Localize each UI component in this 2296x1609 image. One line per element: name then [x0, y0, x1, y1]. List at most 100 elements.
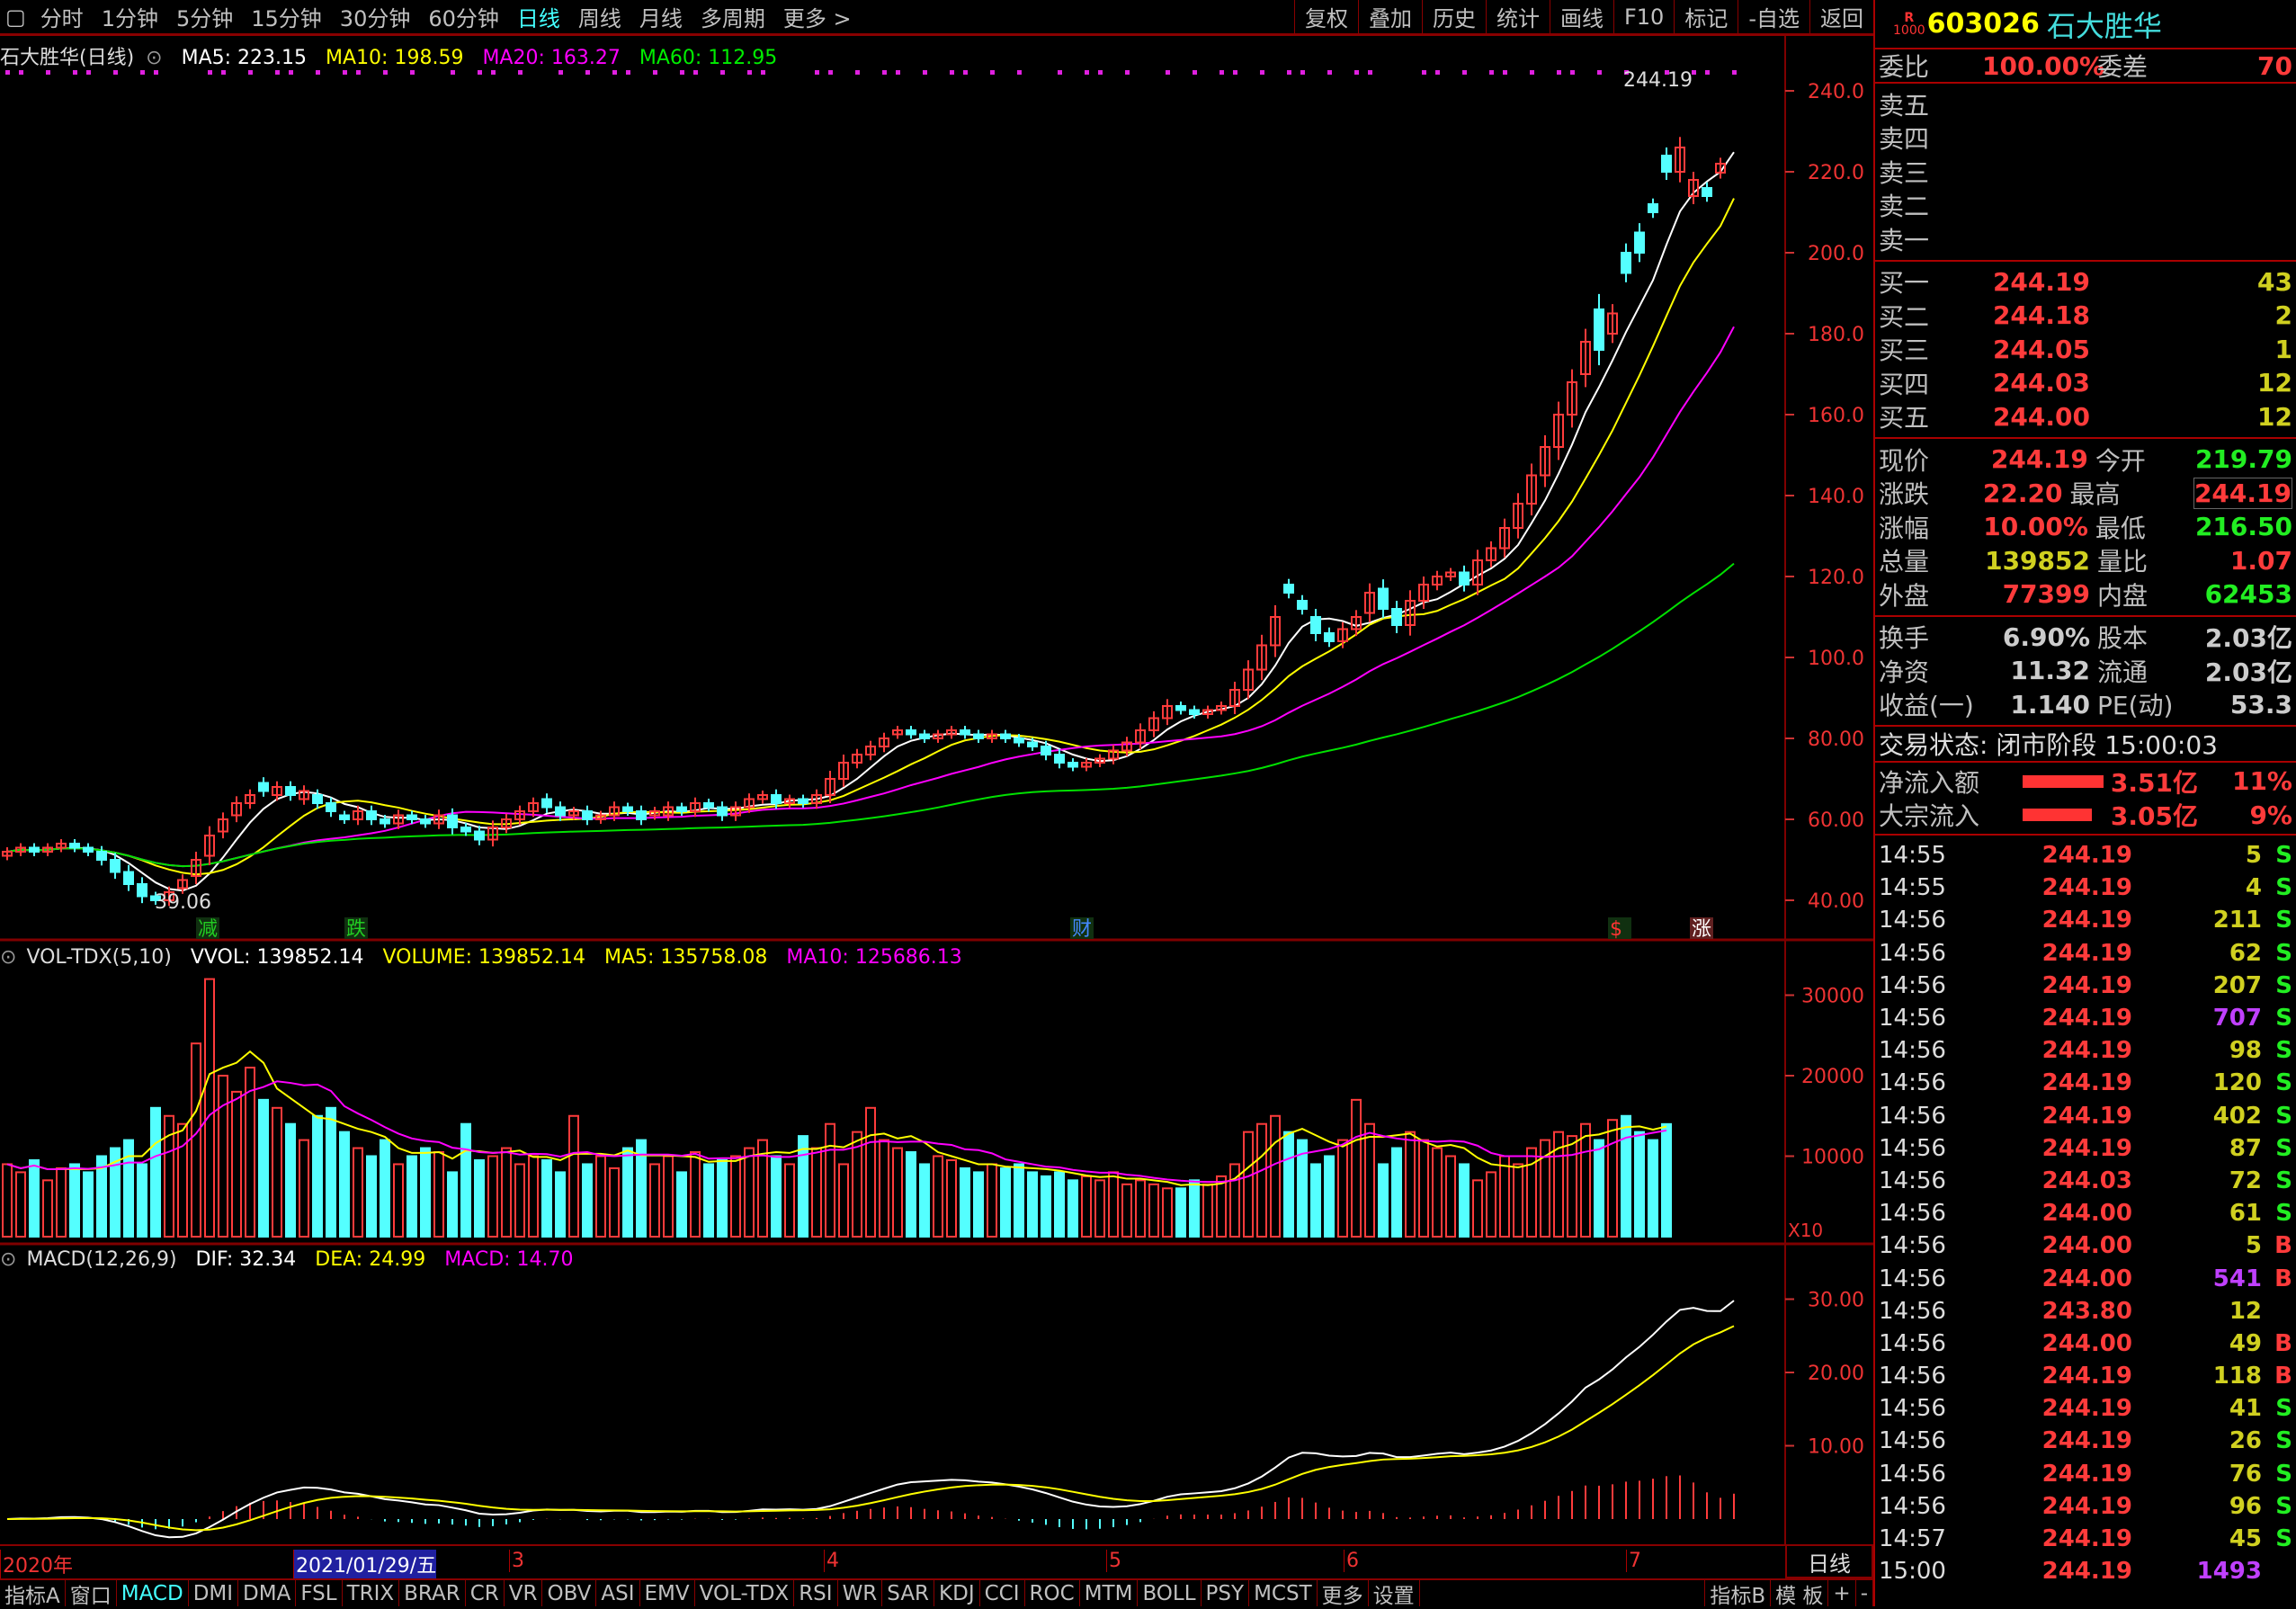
- period-tab[interactable]: 15分钟: [251, 6, 322, 31]
- volume-bar: [1135, 1179, 1146, 1238]
- candle: [541, 798, 552, 809]
- volume-bar: [299, 1139, 309, 1238]
- volume-bar: [609, 1167, 620, 1238]
- sell-level[interactable]: 卖二: [1879, 192, 1930, 222]
- indicator-tab[interactable]: VR: [505, 1580, 543, 1606]
- indicator-tab[interactable]: CCI: [980, 1580, 1025, 1606]
- candle: [272, 786, 282, 796]
- buy-level[interactable]: 买二 244.18 2: [1879, 300, 2292, 332]
- template-tab[interactable]: -: [1856, 1580, 1873, 1606]
- signal-dot: [1462, 70, 1467, 75]
- period-tab[interactable]: 30分钟: [339, 6, 411, 31]
- date-label: 2021/01/29/五: [293, 1550, 437, 1578]
- indicator-tab[interactable]: DMI: [189, 1580, 239, 1606]
- indicator-tab[interactable]: DMA: [238, 1580, 297, 1606]
- signal-marker: 财: [1072, 918, 1092, 941]
- candle: [487, 827, 498, 841]
- toolbar-button[interactable]: 历史: [1421, 0, 1486, 33]
- volume-bar: [865, 1106, 876, 1238]
- template-tab[interactable]: 指标B: [1705, 1580, 1772, 1608]
- buy-level[interactable]: 买四 244.03 12: [1879, 368, 2292, 399]
- date-label: 5: [1106, 1550, 1121, 1572]
- kline-chart[interactable]: 240.0 220.0 200.0 180.0 160.0 140.0 120.0 100.0…: [0, 36, 1873, 1544]
- indicator-tab[interactable]: ASI: [596, 1580, 640, 1606]
- candle: [906, 729, 916, 736]
- indicator-tab[interactable]: 更多: [1318, 1580, 1369, 1608]
- toolbar-button[interactable]: F10: [1613, 0, 1674, 33]
- tick-list[interactable]: 14:55 244.19 5 S 14:55 244.19 4 S 14:56 244.19 211…: [1875, 836, 2296, 1587]
- indicator-tab[interactable]: ROC: [1025, 1580, 1080, 1606]
- sell-level[interactable]: 卖四: [1879, 124, 1930, 155]
- indicator-tab[interactable]: 设置: [1369, 1580, 1420, 1608]
- volume-bar: [1256, 1122, 1267, 1238]
- toolbar-button[interactable]: 标记: [1674, 0, 1738, 33]
- indicator-tab[interactable]: 窗口: [66, 1580, 117, 1608]
- volume-bar: [1486, 1171, 1496, 1238]
- indicator-tab[interactable]: KDJ: [934, 1580, 980, 1606]
- period-indicator[interactable]: 日线: [1785, 1544, 1873, 1578]
- window-icon[interactable]: ▢: [5, 4, 26, 30]
- period-tab[interactable]: 多周期: [700, 6, 765, 31]
- period-tab[interactable]: 60分钟: [428, 6, 499, 31]
- indicator-tab[interactable]: BRAR: [399, 1580, 466, 1606]
- vol-ma5-line: [6, 1050, 1667, 1186]
- toolbar-button[interactable]: 画线: [1549, 0, 1613, 33]
- period-tab[interactable]: 分时: [40, 6, 84, 31]
- buy-level[interactable]: 买一 244.19 43: [1879, 266, 2292, 299]
- period-tab[interactable]: 5分钟: [175, 6, 234, 31]
- buy-level[interactable]: 买五 244.00 12: [1879, 401, 2292, 434]
- period-tab[interactable]: 1分钟: [101, 6, 158, 31]
- indicator-tab[interactable]: MCST: [1249, 1580, 1318, 1606]
- sell-level[interactable]: 卖三: [1879, 157, 1930, 188]
- sell-level[interactable]: 卖五: [1879, 90, 1930, 121]
- volume-bar: [191, 1042, 201, 1238]
- indicator-tab[interactable]: OBV: [542, 1580, 597, 1606]
- signal-dot: [86, 70, 91, 75]
- candle: [2, 851, 13, 857]
- indicator-tab[interactable]: RSI: [794, 1580, 838, 1606]
- indicator-tab[interactable]: TRIX: [343, 1580, 400, 1606]
- candle: [1580, 341, 1591, 375]
- toolbar-button[interactable]: 统计: [1485, 0, 1550, 33]
- indicator-tab[interactable]: VOL-TDX: [695, 1580, 795, 1606]
- sell-level[interactable]: 卖一: [1879, 225, 1930, 255]
- period-tab[interactable]: 月线: [639, 6, 683, 31]
- volume-bar: [852, 1131, 862, 1238]
- signal-dot: [1692, 70, 1696, 75]
- candle: [353, 810, 363, 820]
- toolbar-button[interactable]: 复权: [1293, 0, 1358, 33]
- buy-level[interactable]: 买三 244.05 1: [1879, 334, 2292, 366]
- collapse-icon[interactable]: ⊙: [0, 946, 17, 969]
- indicator-tab[interactable]: FSL: [296, 1580, 343, 1606]
- candle: [1648, 203, 1658, 213]
- period-tab[interactable]: 周线: [577, 6, 621, 31]
- candle: [1418, 584, 1429, 602]
- candle: [865, 746, 876, 755]
- toolbar-button[interactable]: 返回: [1809, 0, 1873, 33]
- indicator-tab[interactable]: PSY: [1202, 1580, 1250, 1606]
- indicator-tab[interactable]: EMV: [640, 1580, 695, 1606]
- ma5-label: MA5: 223.15: [181, 47, 308, 69]
- indicator-tab[interactable]: CR: [466, 1580, 505, 1606]
- candle: [852, 754, 862, 764]
- macd-label: MACD: 14.70: [444, 1248, 574, 1271]
- indicator-tab[interactable]: MTM: [1080, 1580, 1139, 1606]
- period-tab[interactable]: 更多 >: [782, 6, 852, 31]
- indicator-tab[interactable]: MACD: [117, 1580, 189, 1606]
- signal-dot: [1557, 70, 1561, 75]
- signal-dot: [451, 70, 455, 75]
- signal-dot: [950, 70, 954, 75]
- period-tab[interactable]: 日线: [516, 6, 560, 31]
- signal-dot: [612, 70, 617, 75]
- template-tab[interactable]: +: [1828, 1580, 1856, 1606]
- indicator-tab[interactable]: WR: [838, 1580, 883, 1606]
- indicator-tab[interactable]: 指标A: [0, 1580, 66, 1608]
- template-tab[interactable]: 模 板: [1771, 1580, 1829, 1608]
- toolbar-button[interactable]: -自选: [1738, 0, 1809, 33]
- indicator-tab[interactable]: SAR: [882, 1580, 935, 1606]
- toolbar-button[interactable]: 叠加: [1357, 0, 1422, 33]
- indicator-tab[interactable]: BOLL: [1138, 1580, 1202, 1606]
- collapse-icon[interactable]: ⊙: [0, 1248, 17, 1271]
- collapse-icon[interactable]: ⊙: [146, 47, 163, 69]
- stat-row: 涨跌 22.20 最高 244.19: [1879, 477, 2292, 510]
